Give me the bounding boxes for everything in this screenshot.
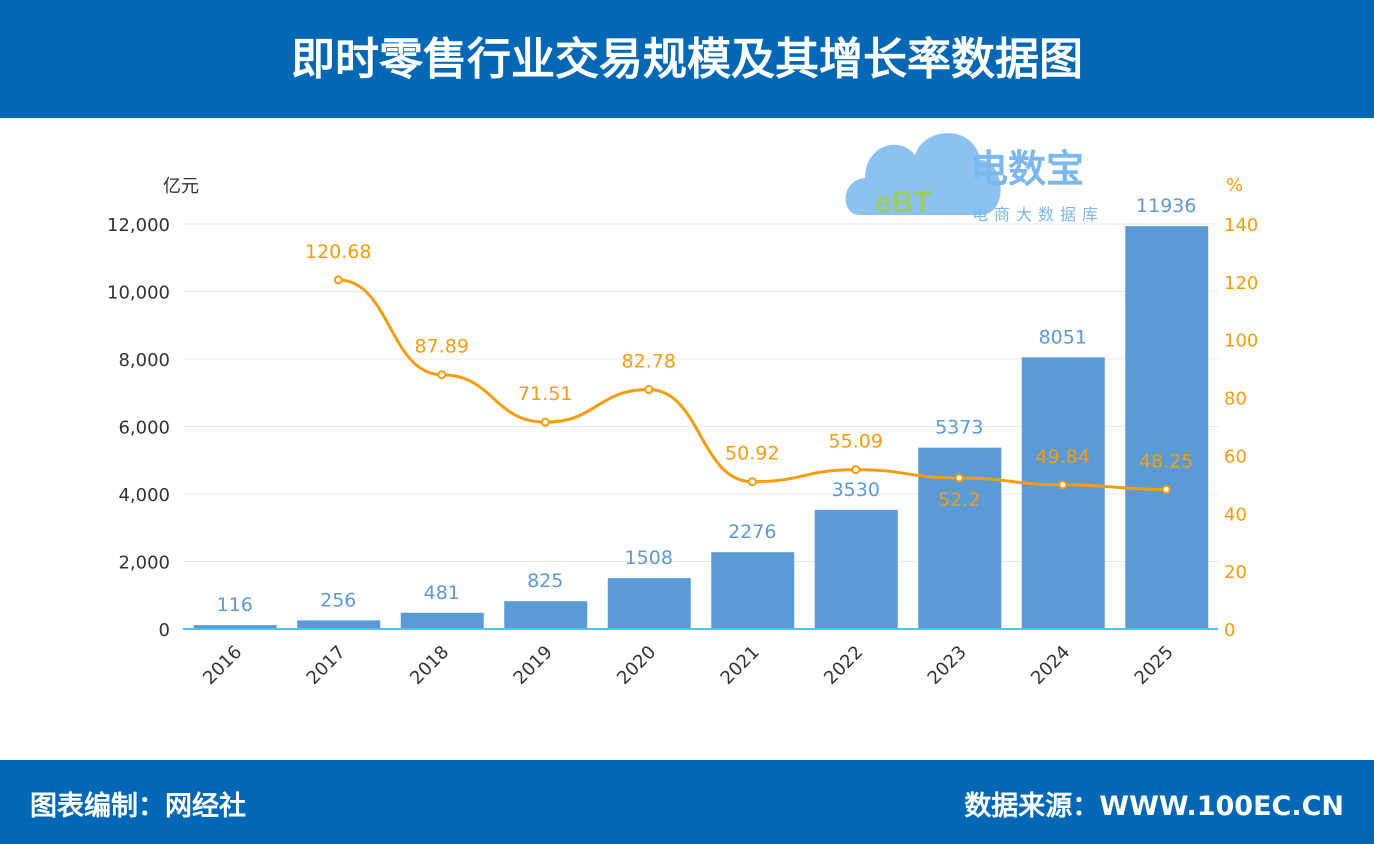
- line-label: 82.78: [622, 351, 676, 373]
- bar: [193, 625, 277, 629]
- y-right-tick: 140: [1224, 215, 1258, 236]
- bar: [814, 509, 898, 629]
- line-label: 120.68: [305, 241, 371, 263]
- line-label: 52.2: [938, 489, 980, 511]
- x-tick: 2024: [1027, 642, 1074, 689]
- y-right-tick: 120: [1224, 273, 1258, 294]
- bar: [504, 601, 588, 629]
- x-tick: 2025: [1131, 642, 1178, 689]
- bar: [711, 552, 795, 629]
- chart: 0 2,000 4,000 6,000 8,000 10,000 12,000 0 20 40 60…: [107, 175, 1258, 689]
- growth-line: [338, 278, 1167, 491]
- x-tick: 2018: [406, 642, 453, 689]
- bar-label: 11936: [1136, 195, 1196, 217]
- footer-source: 数据来源：WWW.100EC.CN: [964, 791, 1344, 822]
- x-tick: 2021: [717, 642, 764, 689]
- bar-label: 3530: [832, 479, 880, 501]
- line-label: 50.92: [725, 443, 779, 465]
- y-right-tick: 0: [1224, 620, 1235, 641]
- y-right-tick: 80: [1224, 389, 1247, 410]
- line-point: [1161, 484, 1171, 494]
- y-right-unit: %: [1226, 175, 1243, 196]
- bar-label: 1508: [625, 547, 673, 569]
- bar: [297, 620, 381, 629]
- line-point: [333, 275, 343, 285]
- line-point: [954, 473, 964, 483]
- x-tick: 2020: [613, 642, 660, 689]
- line-label: 87.89: [415, 336, 469, 358]
- bar-label: 2276: [728, 521, 776, 543]
- y-left-tick: 2,000: [118, 553, 170, 574]
- bar-label: 116: [217, 594, 253, 616]
- x-tick: 2017: [303, 642, 350, 689]
- bar-label: 5373: [935, 417, 983, 439]
- x-tick: 2019: [510, 642, 557, 689]
- x-tick: 2016: [199, 642, 246, 689]
- chart-title: 即时零售行业交易规模及其增长率数据图: [0, 0, 1374, 118]
- cloud-logo-icon: eBT 电数宝 电商大数据库: [845, 133, 1104, 224]
- bar: [1021, 357, 1105, 629]
- y-right-tick: 100: [1224, 331, 1258, 352]
- line-point: [437, 370, 447, 380]
- line-point: [851, 465, 861, 475]
- logo-mark: eBT: [875, 186, 932, 219]
- line-label: 55.09: [829, 431, 883, 453]
- y-left-tick: 8,000: [118, 350, 170, 371]
- bar: [1125, 226, 1209, 629]
- y-right-tick: 20: [1224, 562, 1247, 583]
- y-left-tick: 0: [159, 620, 170, 641]
- bar-label: 256: [320, 589, 356, 611]
- line-point: [644, 385, 654, 395]
- line-label: 49.84: [1036, 446, 1090, 468]
- y-left-unit: 亿元: [163, 176, 199, 197]
- line-point: [747, 477, 757, 487]
- logo: eBT 电数宝 电商大数据库: [840, 120, 1120, 230]
- bar-label: 481: [424, 582, 460, 604]
- x-tick: 2022: [820, 642, 867, 689]
- line-label: 71.51: [518, 383, 572, 405]
- bar: [607, 578, 691, 629]
- bar-label: 8051: [1039, 326, 1087, 348]
- line-point: [540, 417, 550, 427]
- logo-subtitle: 电商大数据库: [972, 205, 1104, 224]
- line-label: 48.25: [1139, 450, 1193, 472]
- footer-credit: 图表编制：网经社: [30, 791, 246, 822]
- logo-name: 电数宝: [970, 147, 1084, 191]
- footer: 图表编制：网经社 数据来源：WWW.100EC.CN: [0, 760, 1374, 844]
- y-right-tick: 60: [1224, 446, 1247, 467]
- y-left-tick: 4,000: [118, 485, 170, 506]
- x-tick: 2023: [924, 642, 971, 689]
- line-point: [1058, 480, 1068, 490]
- y-left-tick: 10,000: [107, 283, 170, 304]
- y-left-tick: 6,000: [118, 418, 170, 439]
- y-right-tick: 40: [1224, 504, 1247, 525]
- bar: [400, 612, 484, 629]
- bar-label: 825: [527, 570, 563, 592]
- y-left-tick: 12,000: [107, 215, 170, 236]
